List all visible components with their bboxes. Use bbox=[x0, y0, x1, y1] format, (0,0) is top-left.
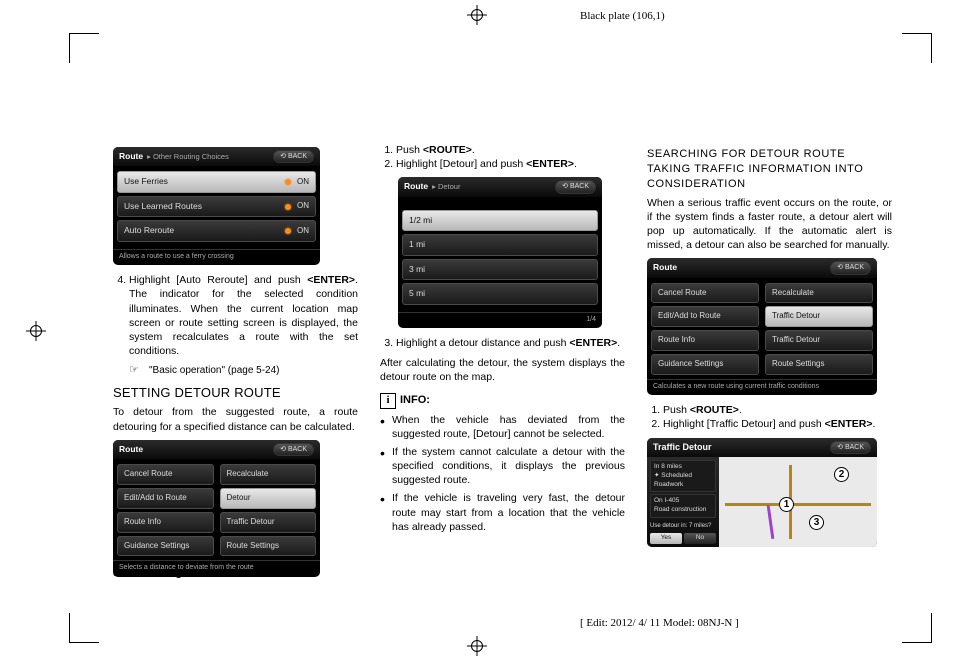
paragraph: When a serious traffic event occurs on t… bbox=[647, 196, 892, 253]
registration-mark-left bbox=[26, 321, 46, 341]
menu-cell[interactable]: Edit/Add to Route bbox=[117, 488, 214, 509]
paragraph: To detour from the suggested route, a ro… bbox=[113, 405, 358, 433]
reference-icon bbox=[131, 366, 147, 376]
pager: 1/4 bbox=[398, 312, 602, 328]
bullet: When the vehicle has deviated from the s… bbox=[380, 413, 625, 441]
menu-cell[interactable]: Route Settings bbox=[220, 536, 317, 557]
screenshot-route-menu-2: Route ⟲ BACK Cancel Route Recalculate Ed… bbox=[647, 258, 877, 395]
paragraph: After calculating the detour, the system… bbox=[380, 356, 625, 384]
menu-cell[interactable]: Route Info bbox=[651, 330, 759, 351]
led-icon bbox=[285, 228, 291, 234]
screenshot-traffic-detour: Traffic Detour ⟲ BACK In 8 miles✦ Schedu… bbox=[647, 438, 877, 547]
shot-crumb: ▸ Other Routing Choices bbox=[147, 152, 229, 161]
menu-cell[interactable]: Traffic Detour bbox=[765, 330, 873, 351]
back-button[interactable]: ⟲ BACK bbox=[273, 150, 314, 163]
callout-1: 1 bbox=[779, 497, 794, 512]
registration-mark-bottom bbox=[467, 636, 487, 656]
menu-cell[interactable]: Recalculate bbox=[765, 283, 873, 304]
reference-link: "Basic operation" (page 5-24) bbox=[131, 364, 358, 378]
menu-cell[interactable]: Cancel Route bbox=[117, 464, 214, 485]
menu-cell[interactable]: Guidance Settings bbox=[117, 536, 214, 557]
menu-cell[interactable]: Traffic Detour bbox=[220, 512, 317, 533]
row-label[interactable]: Auto Reroute bbox=[124, 225, 174, 236]
distance-row[interactable]: 1/2 mi bbox=[402, 210, 598, 231]
heading-searching-detour: SEARCHING FOR DETOUR ROUTE TAKING TRAFFI… bbox=[647, 147, 892, 192]
shot-footer: Allows a route to use a ferry crossing bbox=[119, 253, 234, 260]
footer-page-section: 5-22 Route guidance bbox=[113, 567, 222, 579]
step-4: Highlight [Auto Reroute] and push <ENTER… bbox=[129, 273, 358, 358]
back-button[interactable]: ⟲ BACK bbox=[830, 261, 871, 274]
step-1: Push <ROUTE>. bbox=[663, 403, 892, 417]
crop-mark-tl bbox=[69, 33, 99, 63]
shot-footer: Calculates a new route using current tra… bbox=[647, 379, 877, 395]
distance-row[interactable]: 1 mi bbox=[402, 234, 598, 255]
row-label[interactable]: Use Learned Routes bbox=[124, 201, 202, 212]
shot-title: Route bbox=[404, 181, 428, 191]
distance-row[interactable]: 3 mi bbox=[402, 259, 598, 280]
menu-cell[interactable]: Recalculate bbox=[220, 464, 317, 485]
column-3: SEARCHING FOR DETOUR ROUTE TAKING TRAFFI… bbox=[647, 143, 892, 556]
menu-cell[interactable]: Edit/Add to Route bbox=[651, 306, 759, 327]
row-label[interactable]: Use Ferries bbox=[124, 176, 168, 187]
menu-cell-traffic-detour[interactable]: Traffic Detour bbox=[765, 306, 873, 327]
led-icon bbox=[285, 179, 291, 185]
menu-cell[interactable]: Route Settings bbox=[765, 354, 873, 375]
back-button[interactable]: ⟲ BACK bbox=[830, 441, 871, 454]
crop-mark-bl bbox=[69, 613, 99, 643]
shot-title: Route bbox=[119, 151, 143, 161]
shot-title: Traffic Detour bbox=[653, 441, 712, 453]
step-2: Highlight [Traffic Detour] and push <ENT… bbox=[663, 417, 892, 431]
menu-cell[interactable]: Route Info bbox=[117, 512, 214, 533]
bullet: If the vehicle is traveling very fast, t… bbox=[380, 491, 625, 534]
td-left-panel: In 8 miles✦ Scheduled Roadwork On I-405R… bbox=[647, 457, 719, 547]
step-2: Highlight [Detour] and push <ENTER>. bbox=[396, 157, 625, 171]
screenshot-route-menu: Route ⟲ BACK Cancel Route Recalculate Ed… bbox=[113, 440, 320, 577]
shot-title: Route bbox=[119, 444, 143, 455]
callout-2: 2 bbox=[834, 467, 849, 482]
shot-crumb: ▸ Detour bbox=[432, 182, 460, 191]
yes-button[interactable]: Yes bbox=[650, 533, 682, 544]
info-label: INFO: bbox=[400, 393, 430, 408]
back-button[interactable]: ⟲ BACK bbox=[555, 180, 596, 193]
info-icon: i bbox=[380, 393, 396, 409]
menu-cell[interactable]: Cancel Route bbox=[651, 283, 759, 304]
led-icon bbox=[285, 204, 291, 210]
crop-mark-br bbox=[902, 613, 932, 643]
header-black-plate: Black plate (106,1) bbox=[580, 10, 665, 22]
step-3: Highlight a detour distance and push <EN… bbox=[396, 336, 625, 350]
screenshot-other-routing: Route ▸ Other Routing Choices ⟲ BACK Use … bbox=[113, 147, 320, 265]
td-map: 1 2 3 bbox=[719, 457, 877, 547]
callout-3: 3 bbox=[809, 515, 824, 530]
step-1: Push <ROUTE>. bbox=[396, 143, 625, 157]
menu-cell[interactable]: Guidance Settings bbox=[651, 354, 759, 375]
menu-cell-detour[interactable]: Detour bbox=[220, 488, 317, 509]
heading-setting-detour: SETTING DETOUR ROUTE bbox=[113, 384, 358, 402]
screenshot-detour-distance: Route ▸ Detour ⟲ BACK 1/2 mi 1 mi 3 mi 5 … bbox=[398, 177, 602, 328]
crop-mark-tr bbox=[902, 33, 932, 63]
footer-edit-info: [ Edit: 2012/ 4/ 11 Model: 08NJ-N ] bbox=[580, 617, 739, 629]
bullet: If the system cannot calculate a detour … bbox=[380, 445, 625, 488]
back-button[interactable]: ⟲ BACK bbox=[273, 443, 314, 456]
registration-mark-top bbox=[467, 5, 487, 25]
no-button[interactable]: No bbox=[684, 533, 716, 544]
column-1: Route ▸ Other Routing Choices ⟲ BACK Use … bbox=[113, 143, 358, 556]
distance-row[interactable]: 5 mi bbox=[402, 283, 598, 304]
shot-title: Route bbox=[653, 262, 677, 273]
column-2: Push <ROUTE>. Highlight [Detour] and pus… bbox=[380, 143, 625, 556]
